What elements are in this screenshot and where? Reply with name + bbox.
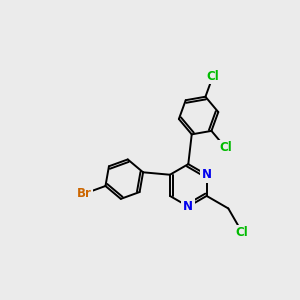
- Text: N: N: [183, 200, 193, 213]
- Text: Cl: Cl: [236, 226, 248, 239]
- Text: Cl: Cl: [219, 141, 232, 154]
- Text: N: N: [202, 168, 212, 181]
- Text: Br: Br: [77, 187, 92, 200]
- Text: Cl: Cl: [206, 70, 219, 83]
